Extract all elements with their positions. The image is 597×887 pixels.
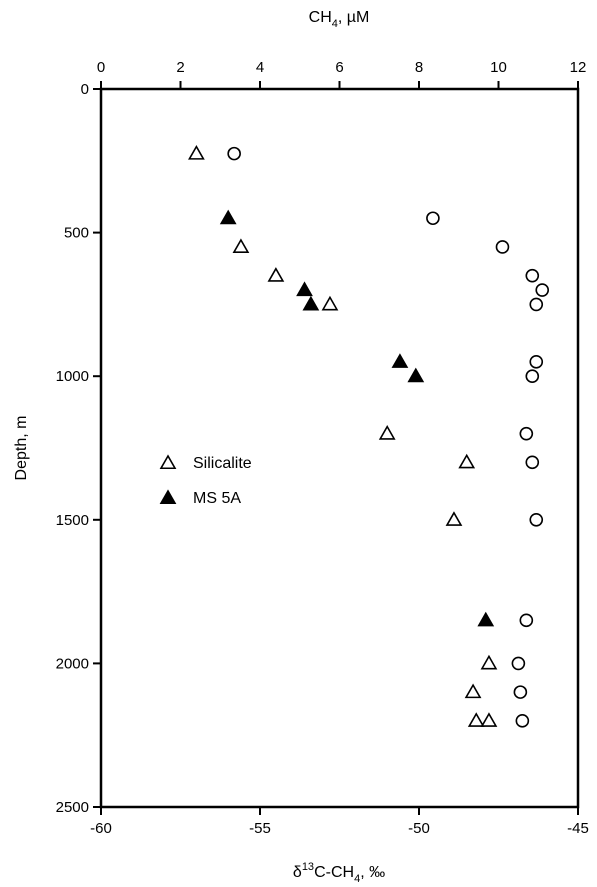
silicalite-point: [467, 712, 485, 727]
left-axis-ticks: 0 500 1000 1500 2000 2500: [56, 81, 101, 816]
top-tick-label: 2: [176, 59, 184, 76]
silicalite-point: [232, 238, 250, 254]
silicalite-point: [458, 453, 476, 469]
bottom-tick-label: -60: [90, 820, 112, 837]
ch4-concentration-point: [515, 714, 530, 728]
left-tick-label: 1000: [56, 368, 89, 385]
ms5a-point: [407, 367, 425, 383]
bottom-tick-label: -45: [567, 820, 589, 837]
top-tick-label: 4: [256, 59, 264, 76]
top-tick-label: 0: [97, 59, 105, 76]
ch4-concentration-point: [535, 283, 550, 297]
silicalite-point: [464, 683, 482, 699]
legend-open-triangle: [159, 454, 177, 470]
bottom-tick-label: -55: [249, 820, 271, 837]
silicalite-point: [188, 145, 205, 160]
legend-label-ms5a: MS 5A: [193, 490, 241, 507]
left-tick-label: 500: [64, 225, 89, 242]
ms5a-point: [219, 209, 237, 225]
ch4-concentration-point: [519, 613, 534, 628]
ms5a-point: [302, 295, 320, 311]
silicalite-point: [445, 511, 463, 526]
ch4-concentration-point: [529, 297, 544, 312]
left-tick-label: 0: [81, 81, 89, 98]
legend: Silicalite MS 5A: [159, 454, 252, 507]
ch4-concentration-point: [529, 355, 544, 369]
plot-frame: [99, 87, 580, 809]
silicalite-point: [480, 712, 498, 727]
ms5a-point: [477, 611, 495, 627]
silicalite-point: [321, 295, 339, 311]
ch4-concentration-point: [525, 268, 540, 283]
top-tick-label: 6: [335, 59, 343, 76]
bottom-tick-label: -50: [408, 820, 430, 837]
left-tick-label: 1500: [56, 512, 89, 529]
top-tick-label: 8: [415, 59, 423, 76]
top-axis-title: CH4, µM: [309, 9, 370, 30]
bottom-axis-ticks: -60 -55 -50 -45: [90, 807, 589, 837]
bottom-axis-title: δ13C-CH4, ‰: [293, 861, 385, 885]
silicalite-point: [480, 654, 498, 670]
legend-filled-triangle: [159, 489, 177, 505]
top-tick-label: 12: [570, 59, 587, 76]
ch4-concentration-point: [525, 369, 540, 384]
ch4-concentration-point: [529, 512, 544, 527]
data-points: [188, 145, 550, 728]
ch4-concentration-point: [525, 455, 540, 470]
ch4-concentration-point: [513, 685, 528, 699]
top-axis-ticks: 0 2 4 6 8 10 12: [97, 59, 587, 89]
legend-marker-silicalite: [159, 454, 177, 470]
top-tick-label: 10: [490, 59, 507, 76]
left-tick-label: 2000: [56, 655, 89, 672]
legend-label-silicalite: Silicalite: [193, 455, 252, 472]
y-axis-title: Depth, m: [13, 416, 30, 481]
ch4-concentration-point: [426, 211, 440, 226]
ms5a-point: [296, 281, 313, 297]
silicalite-point: [267, 267, 285, 282]
legend-marker-ms5a: [159, 489, 177, 505]
left-tick-label: 2500: [56, 799, 89, 816]
ch4-concentration-point: [495, 240, 510, 254]
ch4-concentration-point: [511, 656, 526, 671]
silicalite-point: [378, 425, 396, 440]
ch4-concentration-point: [227, 146, 241, 161]
ch4-concentration-point: [519, 426, 534, 441]
ms5a-point: [391, 353, 409, 368]
